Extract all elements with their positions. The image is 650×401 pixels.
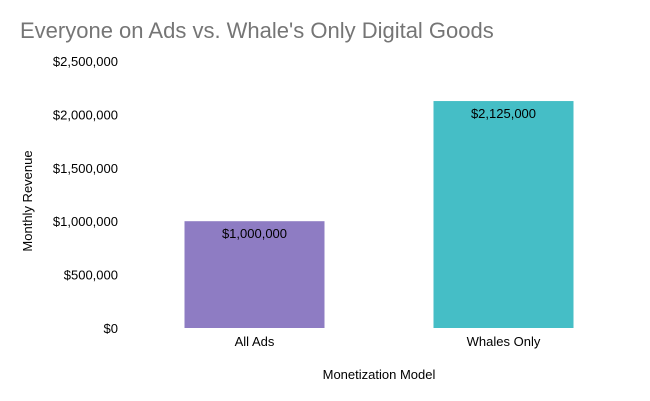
bar-whales-only [433, 101, 574, 328]
y-tick-label: $2,500,000 [53, 54, 118, 69]
y-tick-label: $0 [104, 321, 118, 336]
y-tick-label: $1,000,000 [53, 214, 118, 229]
bar-data-label: $2,125,000 [471, 106, 536, 121]
y-tick-label: $1,500,000 [53, 161, 118, 176]
x-axis-title: Monetization Model [323, 367, 436, 382]
y-axis-title: Monthly Revenue [20, 150, 35, 251]
bar-data-labels: $1,000,000 $2,125,000 [222, 106, 536, 241]
x-axis-ticks: All Ads Whales Only [235, 334, 541, 349]
chart-title: Everyone on Ads vs. Whale's Only Digital… [20, 18, 494, 43]
bars [184, 101, 574, 328]
x-tick-label: All Ads [235, 334, 275, 349]
y-tick-label: $2,000,000 [53, 107, 118, 122]
y-tick-label: $500,000 [64, 268, 118, 283]
x-tick-label: Whales Only [467, 334, 541, 349]
bar-all-ads [184, 221, 325, 328]
y-axis-ticks: $0 $500,000 $1,000,000 $1,500,000 $2,000,000… [53, 54, 118, 336]
bar-data-label: $1,000,000 [222, 226, 287, 241]
